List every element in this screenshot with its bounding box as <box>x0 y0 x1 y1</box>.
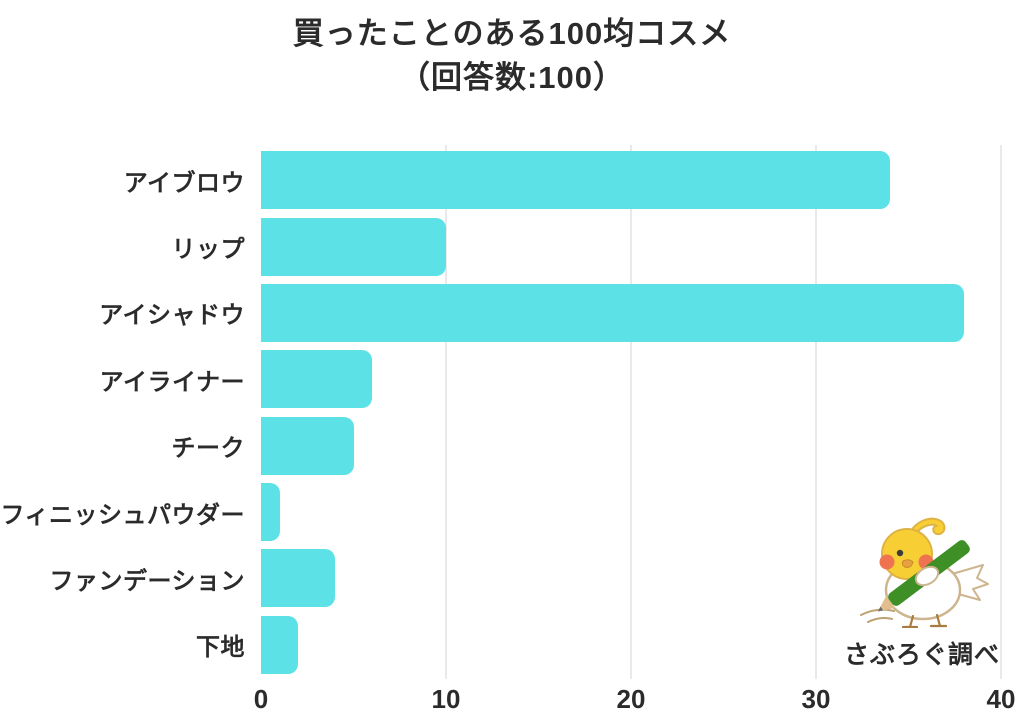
scribble-lines <box>860 608 895 623</box>
mascot-head <box>881 528 933 580</box>
bar-row: リップ <box>0 213 1001 279</box>
gridline-10 <box>445 145 447 679</box>
credit-label: さぶろぐ調べ <box>843 641 1000 669</box>
category-label: チーク <box>171 435 245 463</box>
bar <box>261 483 280 542</box>
plot-area: アイブロウリップアイシャドウ アイライナーチークフィニッシュパウダーファンデーショ… <box>0 147 1001 678</box>
category-label: 下地 <box>196 634 245 662</box>
gridline-20 <box>630 145 632 679</box>
bar <box>261 283 964 342</box>
chart-title-line1: 買ったことのある100均コスメ <box>292 16 732 51</box>
bar-track <box>261 545 1001 611</box>
category-label: リップ <box>171 236 245 264</box>
mascot-feet <box>901 613 948 629</box>
category-label: アイシャドウ <box>99 302 245 330</box>
bar <box>261 350 372 409</box>
category-label: アイライナー <box>99 368 245 396</box>
bar-track <box>261 479 1001 545</box>
gridlines <box>261 145 1002 679</box>
bar-row: ファンデーション <box>0 545 1001 611</box>
chart-title-line2: （回答数:100） <box>398 60 626 95</box>
bar-row: アイブロウ <box>0 147 1001 213</box>
bar-row: アイシャドウ <box>0 280 1001 346</box>
bar <box>261 416 354 475</box>
x-tick-label: 30 <box>801 684 831 714</box>
x-tick-label: 10 <box>431 684 461 714</box>
bar-track <box>261 280 1001 346</box>
bar-track <box>261 413 1001 479</box>
bar-row: フィニッシュパウダー <box>0 479 1001 545</box>
bar-row: アイライナー <box>0 346 1001 412</box>
bar-track <box>261 612 1001 678</box>
category-label: ファンデーション <box>49 567 245 595</box>
gridline-40 <box>1000 145 1002 679</box>
gridline-30 <box>815 145 817 679</box>
bar-row: チーク <box>0 413 1001 479</box>
bar <box>261 217 446 276</box>
credit-block: さぶろぐ調べ <box>842 516 1002 671</box>
mascot-eye <box>896 549 904 557</box>
category-label: フィニッシュパウダー <box>0 501 245 529</box>
x-tick-label: 20 <box>616 684 646 714</box>
mascot-beak <box>901 559 914 568</box>
mascot-crest <box>908 517 946 537</box>
bar-track <box>261 147 1001 213</box>
bar-track <box>261 213 1001 279</box>
bar <box>261 615 298 674</box>
mascot-wing <box>914 565 940 587</box>
bird-with-pencil-mascot-icon <box>860 517 989 629</box>
bar <box>261 151 890 210</box>
bar-track <box>261 346 1001 412</box>
mascot-cheek-left <box>879 554 895 570</box>
category-label: アイブロウ <box>123 169 245 197</box>
bar <box>261 549 335 608</box>
chart-title: 買ったことのある100均コスメ （回答数:100） <box>0 12 1024 100</box>
bar-row: 下地 <box>0 612 1001 678</box>
x-tick-label: 40 <box>986 684 1016 714</box>
x-axis: 0 10 20 30 40 <box>254 684 1016 714</box>
x-tick-label: 0 <box>253 684 269 714</box>
